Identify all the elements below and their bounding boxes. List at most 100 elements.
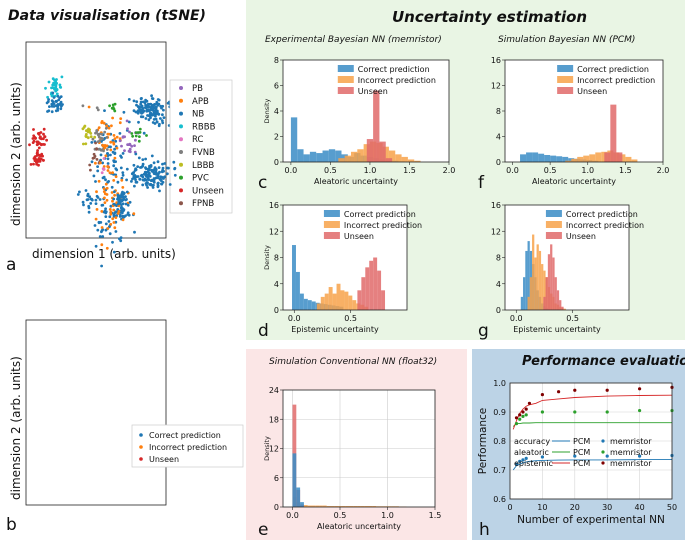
tsne-point-fvnb	[81, 104, 85, 108]
tsne-point-apb	[102, 165, 106, 168]
tsne-b-point-incorrect	[109, 222, 113, 226]
bar-incorrect-prediction	[357, 149, 364, 162]
y-tick-label: 4	[496, 133, 501, 142]
memristor-point-epistemic	[557, 390, 561, 394]
tsne-b-point-correct	[76, 193, 80, 196]
tsne-b-point-incorrect	[109, 212, 113, 216]
y-tick-label: 2	[274, 133, 279, 142]
tsne-b-point-correct	[98, 198, 102, 201]
tsne-b-point-correct	[156, 174, 160, 178]
tsne-b-point-correct	[119, 194, 122, 198]
tsne-b-point-correct	[126, 203, 130, 207]
x-tick-label: 2.0	[657, 166, 670, 175]
tsne-b-point-incorrect	[109, 210, 113, 214]
histogram-c: 0 2 4 6 8 0.0 0.5 1.0 1.5 2.0 Aleatoric uncertaint…	[263, 56, 455, 186]
tsne-point-nb	[138, 109, 142, 113]
memristor-point-accuracy	[540, 455, 545, 459]
tsne-point-nb	[160, 119, 164, 122]
tsne-point-nb	[106, 162, 110, 165]
tsne-point-apb	[94, 161, 97, 165]
tsne-b-point-correct	[146, 167, 150, 171]
tsne-b-point-correct	[138, 177, 142, 181]
tsne-b-point-incorrect	[97, 179, 101, 183]
tsne-b-point-correct	[157, 166, 161, 170]
x-axis-label: Aleatoric uncertainty	[532, 177, 616, 186]
tsne-point-fvnb	[96, 108, 100, 112]
bar-incorrect-prediction	[529, 277, 533, 310]
tsne-b-point-correct	[52, 96, 56, 99]
bar-incorrect-prediction	[625, 156, 632, 162]
legend-marker	[601, 439, 605, 443]
bar-correct-prediction	[296, 487, 301, 507]
memristor-point-aleatoric	[638, 408, 642, 413]
tsne-point-nb	[139, 102, 143, 106]
tsne-b-point-correct	[87, 210, 91, 214]
tsne-b-point-correct	[101, 235, 105, 238]
tsne-b-point-incorrect	[111, 199, 114, 203]
tsne-b-point-incorrect	[105, 246, 109, 250]
bar-unseen	[379, 141, 386, 162]
tsne-b-point-correct	[112, 197, 116, 201]
memristor-point-accuracy	[605, 454, 609, 458]
tsne-point-nb	[150, 97, 154, 100]
x-tick-label: 0.5	[334, 511, 347, 520]
tsne-b-point-correct	[96, 196, 100, 199]
tsne-b-point-incorrect	[113, 193, 116, 197]
bar-incorrect-prediction	[577, 156, 584, 162]
tsne-point-apb	[87, 105, 91, 109]
legend-label: Incorrect prediction	[344, 221, 422, 230]
tsne-point-fpnb	[95, 147, 98, 151]
tsne-point-rbbb	[52, 81, 56, 85]
tsne-b-point-unseen	[32, 128, 35, 131]
panel-letter-h: h	[479, 520, 490, 540]
y-tick-label: 0	[274, 158, 279, 167]
tsne-b-point-correct	[125, 190, 129, 194]
tsne-b-legend-dot	[139, 457, 143, 461]
tsne-point-nb	[101, 161, 104, 165]
tsne-point-nb	[150, 94, 154, 98]
tsne-point-fpnb	[88, 163, 92, 167]
tsne-b-legend-box	[131, 424, 244, 468]
bar-correct-prediction	[532, 152, 539, 162]
bar-incorrect-prediction	[631, 159, 638, 162]
tsne-b-point-correct	[144, 157, 148, 161]
tsne-b-point-correct	[130, 180, 133, 183]
bar-incorrect-prediction	[395, 154, 402, 162]
tsne-point-pb	[118, 139, 122, 143]
tsne-b-point-correct	[56, 109, 60, 112]
bar-incorrect-prediction	[341, 506, 346, 507]
tsne-point-apb	[119, 117, 123, 120]
tsne-point-fpnb	[92, 156, 96, 160]
bar-unseen	[377, 270, 382, 310]
memristor-point-epistemic	[521, 410, 525, 414]
tsne-b-legend-label: Unseen	[149, 455, 179, 464]
tsne-point-rbbb	[44, 86, 47, 90]
histogram-d: 0 4 8 12 16 0.0 0.5 Epistemic uncertainty Densit…	[263, 201, 422, 334]
bar-incorrect-prediction	[353, 506, 358, 507]
tsne-point-lbbb	[93, 135, 97, 139]
tsne-a-legend-label: PVC	[192, 174, 209, 184]
tsne-point-nb	[151, 121, 155, 124]
tsne-b-point-correct	[146, 175, 150, 179]
tsne-b-point-correct	[124, 195, 127, 199]
tsne-b-point-incorrect	[106, 227, 110, 230]
tsne-b-point-correct	[125, 178, 128, 182]
tsne-point-unseen	[38, 159, 42, 163]
tsne-point-apb	[97, 126, 101, 129]
tsne-b-point-correct	[173, 166, 177, 170]
tsne-point-nb	[161, 121, 165, 125]
tsne-point-fvnb	[95, 106, 99, 110]
tsne-b-point-correct	[100, 203, 104, 207]
tsne-b-point-incorrect	[103, 192, 107, 196]
tsne-b-point-correct	[154, 172, 158, 176]
tsne-point-lbbb	[82, 142, 85, 146]
bar-correct-prediction	[526, 152, 533, 162]
y-tick-label: 24	[269, 386, 279, 395]
tsne-b-point-correct	[101, 228, 105, 232]
tsne-a-legend-dot	[179, 111, 183, 116]
tsne-b-point-correct	[133, 230, 136, 234]
tsne-b-point-correct	[78, 190, 81, 194]
bar-unseen	[552, 257, 555, 310]
tsne-point-pvc	[131, 134, 135, 138]
tsne-b-point-incorrect	[99, 161, 102, 165]
